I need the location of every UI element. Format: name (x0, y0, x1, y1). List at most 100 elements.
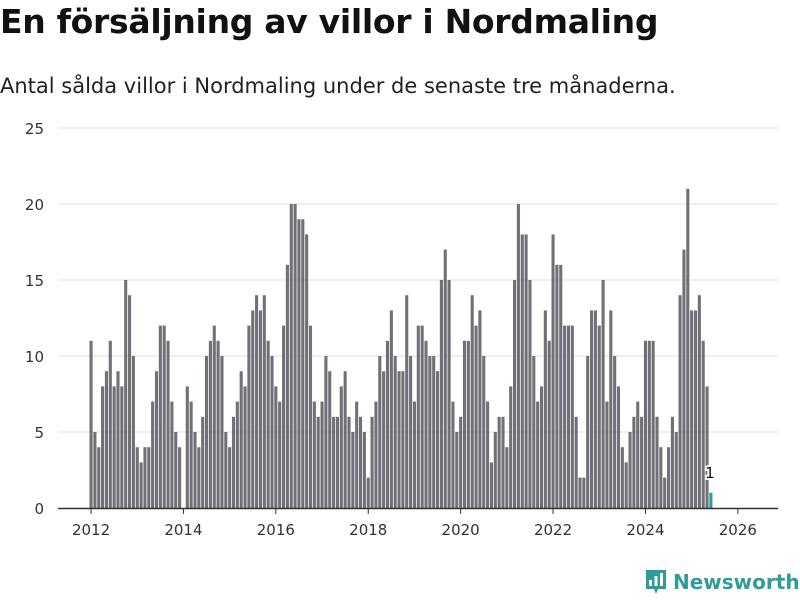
bar (289, 204, 293, 508)
bar (120, 386, 124, 508)
bar (532, 356, 536, 508)
bar (559, 264, 563, 508)
x-tick-label: 2016 (257, 521, 295, 539)
bar (208, 340, 212, 508)
bar (470, 295, 474, 508)
bar (370, 416, 374, 508)
bar (690, 310, 694, 508)
highlight-value-label: 1 (705, 464, 715, 482)
bar (158, 325, 162, 508)
bar (563, 325, 567, 508)
y-tick-label: 20 (25, 196, 44, 214)
bar (409, 356, 413, 508)
bar (513, 280, 517, 508)
bar (624, 462, 628, 508)
chart-subtitle: Antal sålda villor i Nordmaling under de… (0, 74, 676, 98)
bar (128, 295, 132, 508)
bar (112, 386, 116, 508)
bar (447, 280, 451, 508)
bar (659, 447, 663, 508)
bar (686, 188, 690, 509)
bar (451, 401, 455, 508)
bar (566, 325, 570, 508)
y-axis-ticks: 0 5 10 15 20 25 (25, 120, 44, 518)
bar (231, 416, 236, 508)
bar (486, 401, 490, 508)
bar (420, 325, 424, 508)
bar (705, 386, 709, 508)
bar (255, 295, 259, 508)
y-tick-label: 5 (34, 424, 44, 442)
bar (170, 401, 174, 508)
x-axis: 2012 2014 2016 2018 2020 2022 2024 2026 (58, 507, 778, 539)
bar (443, 249, 447, 508)
bar (466, 340, 470, 508)
bar (266, 340, 270, 508)
bar (393, 356, 397, 508)
bar (116, 371, 120, 508)
bar (651, 340, 655, 508)
bar (640, 416, 644, 508)
bar (216, 340, 220, 508)
bar (235, 401, 239, 508)
bar (285, 264, 289, 508)
bar (189, 401, 193, 508)
bar (382, 371, 386, 508)
bar (547, 340, 551, 508)
bar (305, 234, 309, 508)
chart-title: En försäljning av villor i Nordmaling (0, 2, 659, 41)
bars (89, 188, 713, 509)
x-tick-label: 2022 (534, 521, 572, 539)
bar (582, 477, 586, 508)
bar (551, 234, 555, 508)
x-tick-label: 2012 (72, 521, 110, 539)
bar (405, 295, 409, 508)
bar (655, 416, 659, 508)
y-tick-label: 0 (34, 500, 44, 518)
bar (670, 416, 674, 508)
bar (343, 371, 347, 508)
bar (139, 462, 143, 508)
bar (151, 401, 155, 508)
y-tick-label: 10 (25, 348, 44, 366)
bar (401, 371, 405, 508)
bar (374, 401, 378, 508)
bar (385, 340, 390, 508)
bar (205, 356, 209, 508)
bar (328, 371, 332, 508)
x-tick-label: 2020 (442, 521, 480, 539)
bar (636, 401, 640, 508)
bar (220, 356, 224, 508)
bar-highlight (709, 492, 713, 508)
bar (258, 310, 262, 508)
bar (178, 447, 182, 508)
bar (124, 280, 128, 508)
bar (339, 386, 343, 508)
bar (351, 432, 355, 508)
bar (524, 234, 528, 508)
bar (251, 310, 255, 508)
bar (701, 340, 705, 508)
bar (416, 325, 420, 508)
bar (482, 356, 486, 508)
bar (436, 371, 440, 508)
bar (439, 280, 443, 508)
bar (693, 310, 698, 508)
bar (616, 386, 621, 508)
bar (185, 386, 189, 508)
bar (520, 234, 524, 508)
bar (412, 401, 416, 508)
bar (101, 386, 105, 508)
bar (162, 325, 166, 508)
bar (135, 447, 139, 508)
bar (143, 447, 147, 508)
bar (154, 371, 159, 508)
bar (270, 356, 274, 508)
newsworthy-logo[interactable]: Newsworthy (645, 569, 800, 595)
bar (362, 432, 366, 508)
bar (347, 416, 351, 508)
bar (147, 447, 151, 508)
bar (282, 325, 286, 508)
brand-name: Newsworthy (673, 570, 800, 594)
bar (166, 340, 170, 508)
